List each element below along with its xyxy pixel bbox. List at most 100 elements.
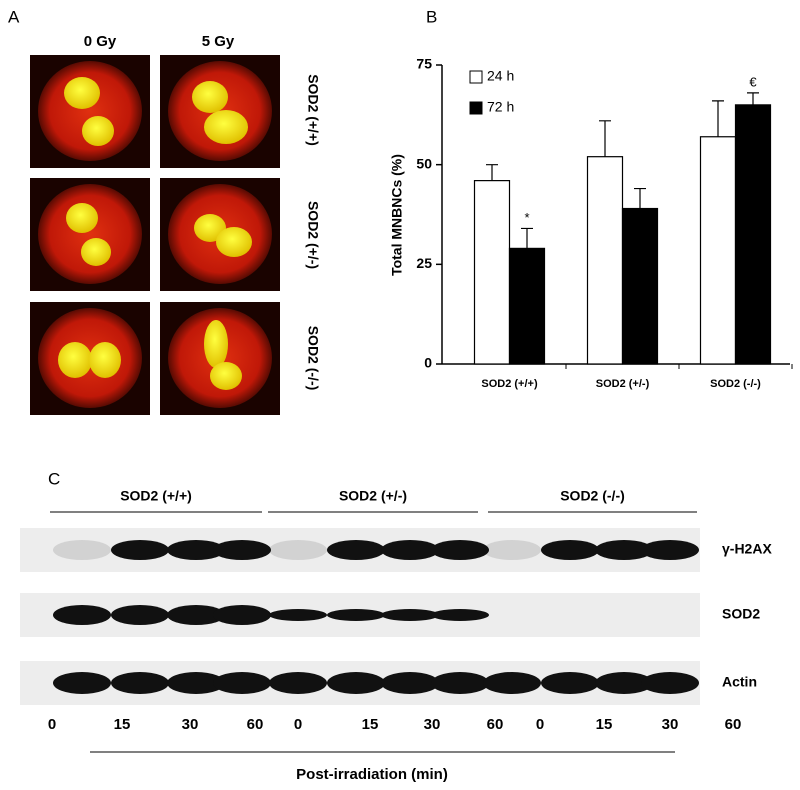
y-axis-label: Total MNBNCs (%) bbox=[389, 154, 405, 276]
legend-swatch bbox=[469, 101, 483, 115]
lane-label: 0 bbox=[536, 716, 544, 733]
band bbox=[269, 672, 327, 694]
panel-label: A bbox=[8, 7, 20, 26]
band bbox=[213, 672, 271, 694]
panel-label: B bbox=[426, 7, 437, 26]
lane-label: 0 bbox=[294, 716, 302, 733]
band bbox=[53, 672, 111, 694]
band bbox=[641, 540, 699, 560]
legend-label: 72 h bbox=[487, 99, 514, 115]
band bbox=[483, 540, 541, 560]
x-tick-label: SOD2 (+/-) bbox=[596, 378, 650, 390]
error-bar bbox=[747, 92, 759, 105]
x-axis-label: Post-irradiation (min) bbox=[296, 766, 448, 783]
band bbox=[431, 609, 489, 621]
error-bar bbox=[486, 164, 498, 181]
band bbox=[431, 540, 489, 560]
y-tick-label: 25 bbox=[416, 255, 432, 271]
nucleus bbox=[210, 362, 242, 390]
row-label: SOD2 (-/-) bbox=[305, 326, 321, 391]
band bbox=[541, 540, 599, 560]
error-bar bbox=[521, 227, 533, 249]
error-bar bbox=[712, 100, 724, 137]
protein-label: SOD2 bbox=[722, 606, 760, 622]
row-label: SOD2 (+/+) bbox=[305, 74, 321, 146]
group-label: SOD2 (-/-) bbox=[560, 488, 625, 504]
nucleus bbox=[204, 110, 248, 144]
lane-label: 60 bbox=[725, 716, 742, 733]
panel-label: C bbox=[48, 469, 60, 488]
group-label: SOD2 (+/+) bbox=[120, 488, 192, 504]
y-tick-label: 50 bbox=[416, 155, 432, 171]
bar bbox=[621, 207, 659, 365]
annotation: € bbox=[749, 74, 757, 89]
nucleus bbox=[204, 320, 228, 368]
bar bbox=[586, 156, 624, 365]
lane-label: 15 bbox=[114, 716, 131, 733]
bar bbox=[473, 180, 511, 365]
band bbox=[381, 609, 439, 621]
bar-chart: 0 25 50 75 SOD2 (+/+) * SOD2 (+/-) SOD2 (-/-) €2… bbox=[416, 56, 793, 390]
lane-label: 30 bbox=[424, 716, 441, 733]
protein-label: γ-H2AX bbox=[722, 541, 772, 557]
lane-label: 15 bbox=[596, 716, 613, 733]
error-bar bbox=[634, 187, 646, 209]
nucleus bbox=[216, 227, 252, 257]
lane-label: 30 bbox=[182, 716, 199, 733]
nucleus bbox=[89, 342, 121, 378]
western-blot: SOD2 (+/+) SOD2 (+/-) SOD2 (-/-) 0 15 30 60 0 15… bbox=[20, 488, 772, 733]
band bbox=[53, 540, 111, 560]
annotation: * bbox=[524, 210, 529, 225]
band bbox=[327, 609, 385, 621]
cell bbox=[38, 184, 142, 284]
lane-label: 60 bbox=[247, 716, 264, 733]
band bbox=[541, 672, 599, 694]
band bbox=[213, 540, 271, 560]
y-tick-label: 0 bbox=[424, 355, 432, 371]
band bbox=[167, 605, 225, 625]
band bbox=[483, 672, 541, 694]
row-label: SOD2 (+/-) bbox=[305, 201, 321, 269]
nucleus bbox=[194, 214, 226, 242]
bar bbox=[508, 247, 546, 365]
band bbox=[381, 540, 439, 560]
x-tick-label: SOD2 (-/-) bbox=[710, 378, 761, 390]
lane-label: 30 bbox=[662, 716, 679, 733]
cell bbox=[38, 61, 142, 161]
band bbox=[327, 540, 385, 560]
band bbox=[167, 540, 225, 560]
column-label: 0 Gy bbox=[84, 33, 117, 50]
band bbox=[111, 540, 169, 560]
nucleus bbox=[192, 81, 228, 113]
nucleus bbox=[64, 77, 100, 109]
y-tick-label: 75 bbox=[416, 56, 432, 72]
legend-label: 24 h bbox=[487, 68, 514, 84]
column-label: 5 Gy bbox=[202, 33, 235, 50]
band bbox=[53, 605, 111, 625]
band bbox=[111, 672, 169, 694]
band bbox=[431, 672, 489, 694]
lane-label: 0 bbox=[48, 716, 56, 733]
legend-swatch bbox=[469, 70, 483, 84]
band bbox=[167, 672, 225, 694]
bar bbox=[699, 136, 737, 365]
nucleus bbox=[66, 203, 98, 233]
nucleus bbox=[58, 342, 92, 378]
error-bar bbox=[599, 120, 611, 157]
nucleus bbox=[82, 116, 114, 146]
nucleus bbox=[81, 238, 111, 266]
x-tick-label: SOD2 (+/+) bbox=[481, 378, 538, 390]
micrographs bbox=[30, 55, 280, 415]
protein-label: Actin bbox=[722, 674, 757, 690]
lane-label: 15 bbox=[362, 716, 379, 733]
band bbox=[111, 605, 169, 625]
band bbox=[641, 672, 699, 694]
band bbox=[269, 540, 327, 560]
band bbox=[269, 609, 327, 621]
bar bbox=[734, 104, 772, 365]
band bbox=[213, 605, 271, 625]
band bbox=[595, 672, 653, 694]
group-label: SOD2 (+/-) bbox=[339, 488, 407, 504]
lane-label: 60 bbox=[487, 716, 504, 733]
